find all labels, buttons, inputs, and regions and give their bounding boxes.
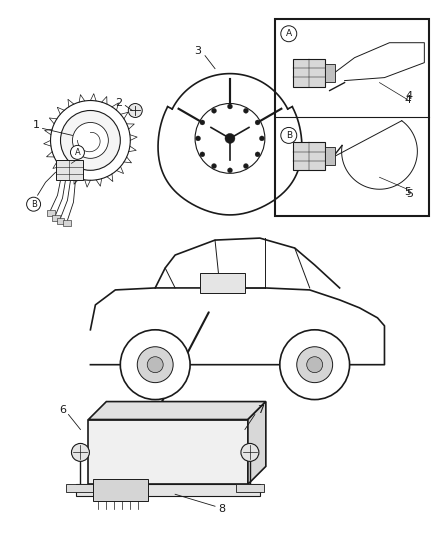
Bar (200, 273, 245, 293)
Circle shape (200, 120, 205, 125)
Circle shape (195, 103, 265, 173)
Circle shape (281, 26, 297, 42)
Circle shape (147, 357, 163, 373)
Circle shape (307, 357, 323, 373)
Bar (236, 484, 264, 492)
Circle shape (71, 443, 89, 462)
Bar (275, 19, 429, 216)
Circle shape (297, 347, 332, 383)
Circle shape (128, 103, 142, 117)
Circle shape (255, 120, 260, 125)
Polygon shape (248, 401, 266, 484)
Circle shape (227, 104, 233, 109)
Text: 7: 7 (257, 405, 265, 415)
Circle shape (241, 443, 259, 462)
Circle shape (212, 164, 216, 168)
Text: 6: 6 (59, 405, 66, 415)
Circle shape (71, 146, 85, 159)
Bar (293, 142, 325, 171)
Text: A: A (74, 148, 80, 157)
Bar (67, 484, 95, 492)
Bar (88, 419, 248, 484)
Circle shape (27, 197, 41, 211)
Bar (52, 215, 60, 221)
Text: 2: 2 (115, 98, 122, 108)
Text: 1: 1 (33, 120, 40, 131)
Text: 4: 4 (406, 91, 413, 101)
Circle shape (281, 127, 297, 143)
Bar (293, 59, 325, 86)
Circle shape (200, 152, 205, 157)
Text: B: B (31, 200, 36, 209)
Circle shape (259, 136, 265, 141)
Bar (56, 160, 83, 180)
Text: 5: 5 (406, 189, 413, 199)
Circle shape (60, 110, 120, 171)
Bar (325, 63, 335, 82)
Text: B: B (286, 131, 292, 140)
Circle shape (255, 152, 260, 157)
Circle shape (227, 168, 233, 173)
Circle shape (280, 330, 350, 400)
Text: 3: 3 (194, 46, 201, 55)
Text: 5: 5 (404, 187, 411, 197)
Polygon shape (88, 401, 266, 419)
Text: 4: 4 (404, 94, 411, 104)
Circle shape (196, 136, 201, 141)
Bar (46, 210, 54, 216)
Text: A: A (286, 29, 292, 38)
Circle shape (72, 123, 108, 158)
Circle shape (120, 330, 190, 400)
Circle shape (50, 101, 130, 180)
Bar (93, 479, 148, 501)
Bar (64, 220, 71, 226)
Text: 8: 8 (219, 504, 226, 514)
Bar (77, 484, 260, 496)
Circle shape (244, 164, 248, 168)
Circle shape (212, 108, 216, 114)
Bar (57, 218, 64, 224)
Circle shape (137, 347, 173, 383)
Circle shape (244, 108, 248, 114)
Circle shape (225, 133, 235, 143)
Bar (325, 148, 335, 165)
